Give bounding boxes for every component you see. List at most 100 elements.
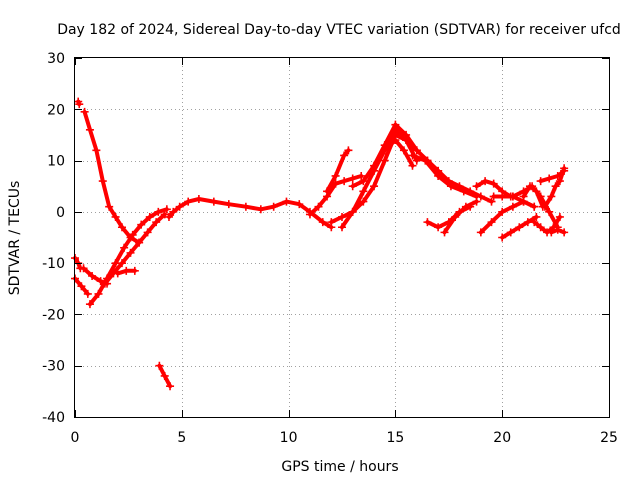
data-point xyxy=(519,192,528,201)
x-tick-labels: 0 5 10 15 20 25 xyxy=(71,430,618,446)
data-point xyxy=(553,225,562,234)
series-trace xyxy=(478,199,537,235)
x-tick-label: 15 xyxy=(386,430,404,446)
data-point xyxy=(498,192,507,201)
series-arc-16 xyxy=(380,136,417,170)
data-point xyxy=(391,120,400,129)
data-point xyxy=(184,197,193,206)
data-point xyxy=(79,264,88,273)
data-point xyxy=(540,202,549,211)
series-trace xyxy=(521,184,545,209)
data-series xyxy=(71,97,569,391)
data-point xyxy=(560,228,569,237)
series-trace xyxy=(340,127,419,230)
data-point xyxy=(135,238,144,247)
data-point xyxy=(444,177,453,186)
y-axis-label: SDTVAR / TECUs xyxy=(7,181,23,296)
data-point xyxy=(164,212,173,221)
series-trace xyxy=(88,207,169,307)
data-point xyxy=(455,182,464,191)
data-point xyxy=(359,197,368,206)
data-point xyxy=(105,202,114,211)
data-point xyxy=(380,156,389,165)
data-point xyxy=(130,266,139,275)
axis-ticks xyxy=(75,58,610,418)
data-point xyxy=(338,223,346,232)
data-point xyxy=(111,212,120,221)
series-trace xyxy=(167,197,334,230)
data-point xyxy=(160,371,169,380)
series-arc-20 xyxy=(440,197,481,237)
data-point xyxy=(555,212,564,221)
series-arc-6 xyxy=(85,205,171,309)
data-point xyxy=(357,171,366,180)
data-point xyxy=(508,192,517,201)
data-point xyxy=(481,177,490,186)
data-point xyxy=(318,218,327,227)
data-point xyxy=(440,228,449,237)
series-arc-17 xyxy=(408,151,481,201)
x-tick-label: 10 xyxy=(280,430,298,446)
data-point xyxy=(532,212,541,221)
x-tick-label: 5 xyxy=(177,430,186,446)
data-point xyxy=(88,271,97,280)
x-tick-label: 25 xyxy=(600,430,618,446)
data-point xyxy=(466,187,475,196)
data-point xyxy=(256,205,265,214)
data-point xyxy=(80,107,89,116)
data-point xyxy=(166,382,175,391)
data-point xyxy=(551,182,560,191)
data-point xyxy=(359,187,368,196)
y-tick-label: 30 xyxy=(47,51,65,67)
data-point xyxy=(506,228,515,237)
x-tick-label: 20 xyxy=(493,430,511,446)
data-point xyxy=(209,197,218,206)
data-point xyxy=(525,182,534,191)
data-point xyxy=(359,177,368,186)
data-point xyxy=(143,228,152,237)
data-point xyxy=(408,161,417,170)
data-point xyxy=(224,200,233,209)
plot-frame xyxy=(74,57,610,418)
chart-title: Day 182 of 2024, Sidereal Day-to-day VTE… xyxy=(57,22,621,38)
series-trace xyxy=(410,153,479,199)
data-point xyxy=(323,187,332,196)
data-point xyxy=(128,230,137,239)
series-arc-21 xyxy=(472,177,515,201)
data-point xyxy=(100,279,109,288)
y-tick-label: 0 xyxy=(56,205,65,221)
series-arc-1 xyxy=(74,97,84,109)
data-point xyxy=(508,202,517,211)
data-point xyxy=(327,218,336,227)
data-point xyxy=(434,166,443,175)
data-point xyxy=(515,223,524,232)
y-tick-label: -20 xyxy=(42,307,65,323)
data-point xyxy=(137,220,146,229)
data-point xyxy=(412,146,421,155)
data-point xyxy=(547,192,556,201)
data-point xyxy=(92,146,101,155)
data-point xyxy=(348,182,357,191)
series-trace xyxy=(82,109,142,245)
data-point xyxy=(338,212,346,221)
data-point xyxy=(461,202,470,211)
data-point xyxy=(85,300,94,309)
data-point xyxy=(402,130,411,139)
data-point xyxy=(476,228,485,237)
data-point xyxy=(545,207,554,216)
data-point xyxy=(113,269,122,278)
data-point xyxy=(126,248,135,257)
data-point xyxy=(340,177,349,186)
data-point xyxy=(295,200,304,209)
y-tick-label: 10 xyxy=(47,154,65,170)
data-point xyxy=(145,212,154,221)
series-arc-30 xyxy=(547,225,569,237)
data-point xyxy=(154,207,163,216)
data-point xyxy=(305,210,314,219)
series-arc-18 xyxy=(423,156,496,206)
series-trace xyxy=(382,138,415,168)
series-arc-11 xyxy=(305,171,366,219)
y-tick-labels: 30 20 10 0 -10 -20 -30 -40 xyxy=(42,51,65,426)
y-tick-label: -30 xyxy=(42,359,65,375)
data-point xyxy=(498,207,507,216)
